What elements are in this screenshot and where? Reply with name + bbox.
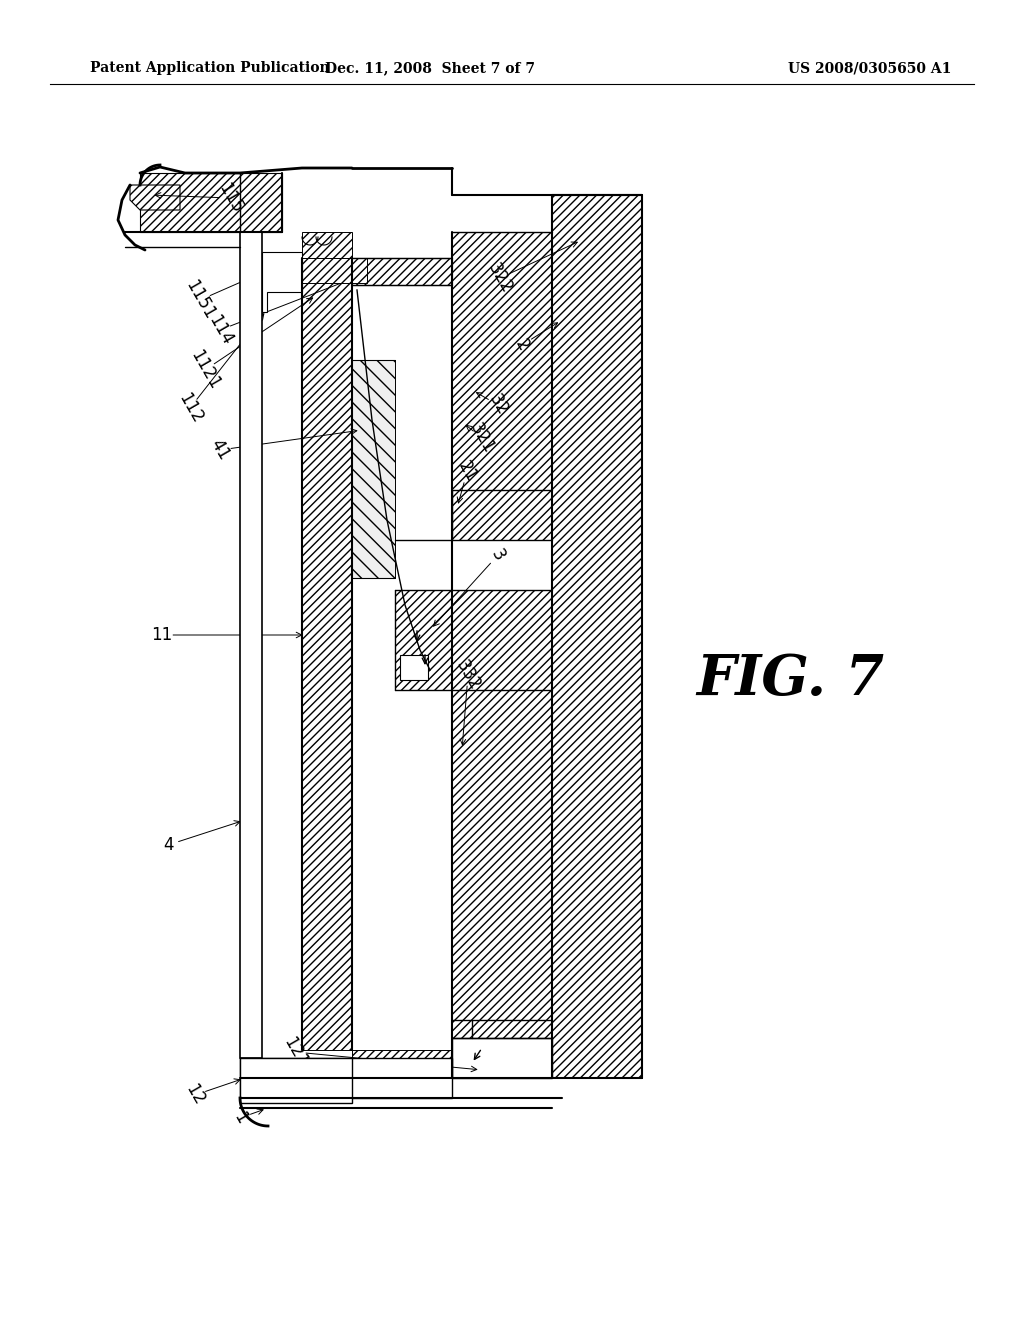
Text: 121: 121	[280, 1034, 310, 1071]
Polygon shape	[452, 490, 552, 540]
Text: 4: 4	[163, 836, 173, 854]
Text: 321: 321	[466, 420, 498, 457]
Polygon shape	[302, 232, 352, 257]
Polygon shape	[452, 232, 552, 490]
Text: 2: 2	[512, 335, 532, 354]
Text: 332: 332	[453, 656, 483, 693]
Text: 322: 322	[484, 260, 516, 296]
Text: 112: 112	[174, 389, 206, 426]
Polygon shape	[395, 590, 552, 690]
Polygon shape	[240, 1059, 452, 1098]
Text: 1151: 1151	[181, 277, 218, 323]
Text: Dec. 11, 2008  Sheet 7 of 7: Dec. 11, 2008 Sheet 7 of 7	[325, 61, 535, 75]
Polygon shape	[130, 185, 180, 210]
Text: 1: 1	[229, 1109, 251, 1127]
Text: 21: 21	[454, 458, 480, 486]
Polygon shape	[552, 195, 642, 1078]
Polygon shape	[240, 1059, 352, 1104]
Polygon shape	[452, 1020, 552, 1038]
Polygon shape	[352, 257, 452, 285]
Polygon shape	[452, 690, 552, 1020]
Polygon shape	[400, 655, 428, 680]
Polygon shape	[352, 360, 395, 578]
Polygon shape	[262, 252, 302, 312]
Text: FIG. 7: FIG. 7	[696, 652, 884, 708]
Text: 1121: 1121	[186, 347, 223, 393]
Text: 3: 3	[487, 546, 509, 564]
Polygon shape	[352, 1049, 452, 1078]
Text: 11: 11	[152, 626, 173, 644]
Text: 12: 12	[182, 1081, 208, 1109]
Polygon shape	[140, 173, 282, 232]
Text: 115: 115	[214, 180, 246, 216]
Polygon shape	[302, 257, 367, 282]
Polygon shape	[452, 1038, 552, 1078]
Text: 41: 41	[207, 437, 233, 463]
Text: 114: 114	[204, 312, 236, 348]
Text: US 2008/0305650 A1: US 2008/0305650 A1	[788, 61, 951, 75]
Text: Patent Application Publication: Patent Application Publication	[90, 61, 330, 75]
Text: 32: 32	[485, 391, 511, 418]
Polygon shape	[302, 257, 352, 1049]
Polygon shape	[240, 232, 262, 1059]
